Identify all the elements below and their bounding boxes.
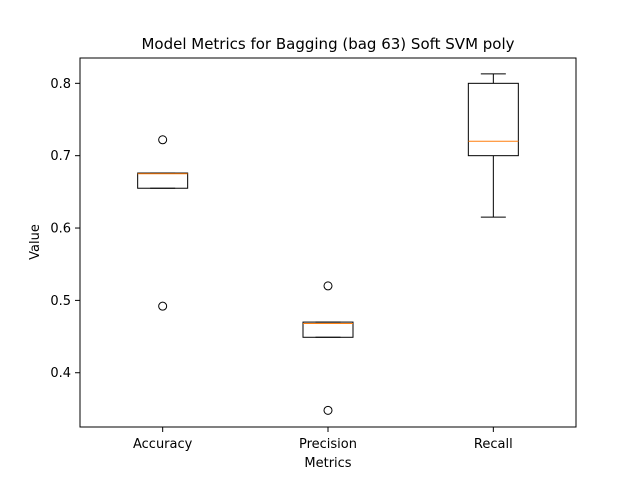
- x-tick-label-recall: Recall: [474, 437, 513, 452]
- y-tick-label-3: 0.7: [50, 149, 71, 164]
- outlier-precision-0: [323, 281, 333, 291]
- outlier-accuracy-0: [158, 135, 168, 145]
- box-body-accuracy: [137, 172, 189, 189]
- x-axis: Accuracy Precision Recall: [133, 427, 513, 452]
- outlier-accuracy-1: [158, 301, 168, 311]
- y-tick-label-4: 0.8: [50, 77, 71, 92]
- x-tick-label-precision: Precision: [299, 437, 357, 452]
- box-body-recall: [467, 82, 519, 157]
- box-body-precision: [302, 321, 354, 338]
- outlier-precision-1: [323, 405, 333, 415]
- box-accuracy: [137, 135, 189, 311]
- plot-area: [137, 73, 519, 415]
- box-precision: [302, 281, 354, 415]
- chart-title: Model Metrics for Bagging (bag 63) Soft …: [141, 35, 514, 53]
- y-axis: 0.4 0.5 0.6 0.7 0.8: [50, 77, 80, 381]
- x-tick-label-accuracy: Accuracy: [133, 437, 193, 452]
- y-tick-label-1: 0.5: [50, 294, 71, 309]
- y-tick-label-0: 0.4: [50, 366, 71, 381]
- x-axis-label: Metrics: [304, 456, 351, 471]
- box-recall: [467, 73, 519, 218]
- y-tick-label-2: 0.6: [50, 222, 71, 237]
- y-axis-label: Value: [28, 224, 43, 260]
